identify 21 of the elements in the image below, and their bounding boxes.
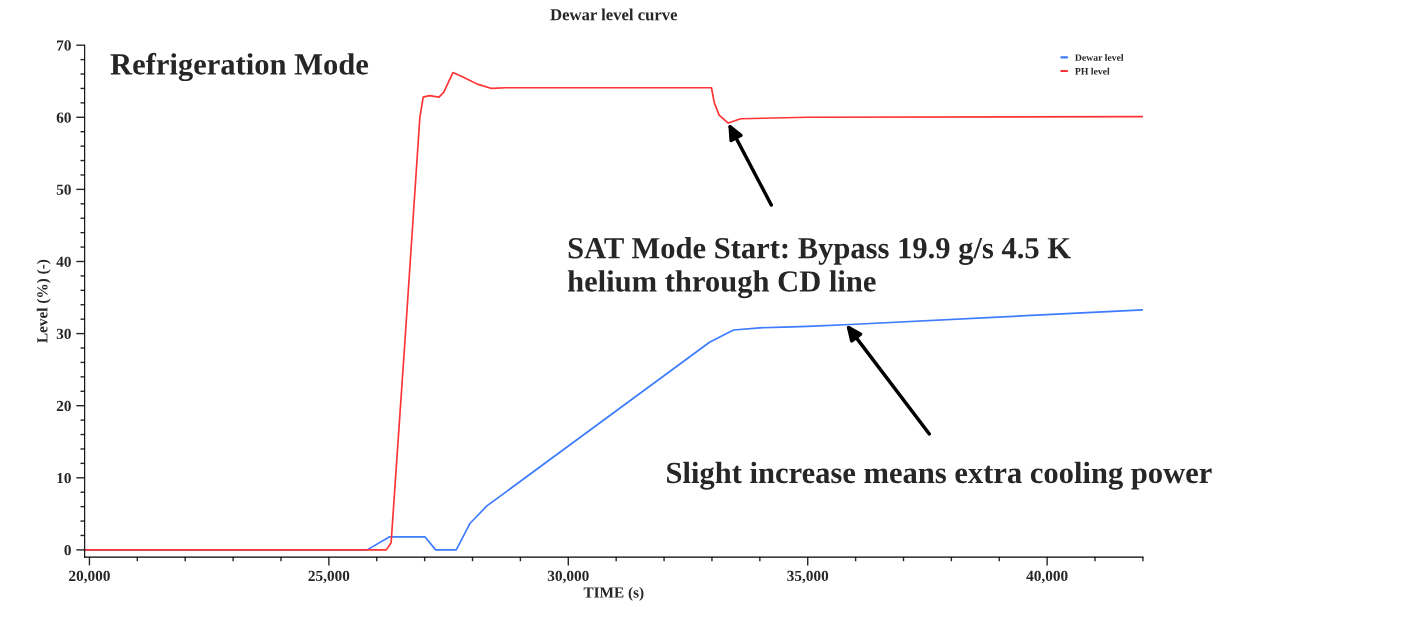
chart-title: Dewar level curve [550, 8, 678, 21]
y-tick-label: 50 [56, 184, 71, 195]
x-axis-title: TIME (s) [583, 586, 644, 601]
x-tick-label: 35,000 [787, 570, 829, 584]
y-tick-label: 10 [57, 472, 71, 484]
y-tick-label: 70 [57, 40, 71, 51]
legend-label: Dewar level [1075, 54, 1124, 61]
y-tick-label: 30 [56, 328, 71, 340]
x-tick-label: 30,000 [547, 570, 589, 584]
y-axis-title: Level (%) (-) [36, 259, 51, 343]
x-tick-label: 40,000 [1026, 570, 1068, 584]
x-tick-label: 25,000 [308, 570, 350, 584]
y-tick-label: 0 [64, 545, 71, 556]
y-tick-label: 60 [56, 112, 71, 123]
legend-label: PH level [1075, 67, 1110, 75]
annotation: Slight increase means extra cooling power [667, 461, 1212, 490]
y-tick-label: 20 [56, 400, 71, 412]
y-tick-label: 40 [56, 256, 71, 267]
annotation: SAT Mode Start: Bypass 19.9 g/s 4.5 K helium through CD line [567, 236, 1071, 299]
x-tick-label: 20,000 [69, 570, 110, 584]
annotation: Refrigeration Mode [110, 52, 369, 82]
